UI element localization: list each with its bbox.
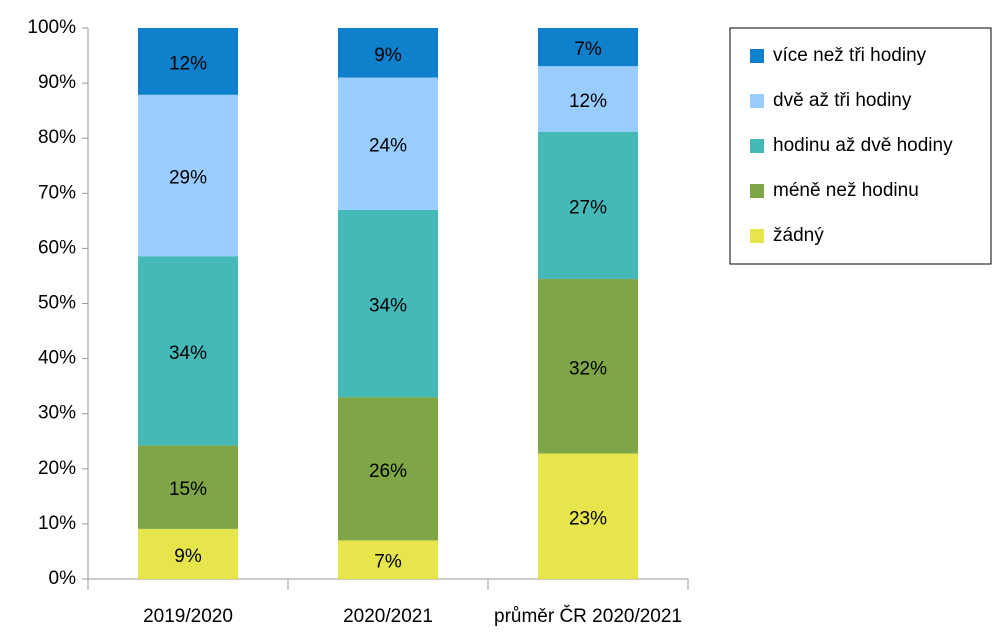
legend-box (729, 27, 992, 265)
x-tick-label: 2019/2020 (143, 606, 233, 627)
y-tick-label: 30% (38, 403, 76, 424)
bar-segment (538, 278, 638, 454)
data-label: 27% (569, 197, 607, 218)
y-tick-label: 40% (38, 348, 76, 369)
y-tick-label: 100% (27, 17, 76, 38)
bar-segment (538, 453, 638, 579)
data-label: 29% (169, 168, 207, 189)
bar-segment (338, 209, 438, 398)
bar-segment (338, 397, 438, 541)
data-label: 9% (174, 546, 202, 567)
data-label: 15% (169, 479, 207, 500)
data-label: 7% (374, 552, 402, 573)
legend-swatch (750, 139, 764, 153)
bar-segment (538, 28, 638, 67)
bar-segment (338, 77, 438, 210)
bar-segment (338, 540, 438, 579)
legend-swatch (750, 184, 764, 198)
x-tick-label: 2020/2021 (343, 606, 433, 627)
data-label: 12% (169, 53, 207, 74)
data-label: 24% (369, 136, 407, 157)
data-label: 26% (369, 461, 407, 482)
x-tick-label: průměr ČR 2020/2021 (494, 605, 682, 627)
legend-swatch (750, 229, 764, 243)
data-label: 34% (369, 296, 407, 317)
y-tick-label: 80% (38, 127, 76, 148)
legend-label: hodinu až dvě hodiny (773, 135, 953, 156)
bar-segment (138, 445, 238, 529)
bar-segment (338, 28, 438, 78)
legend-label: žádný (773, 225, 824, 246)
bar-segment (138, 94, 238, 257)
data-label: 12% (569, 91, 607, 112)
y-tick-label: 20% (38, 458, 76, 479)
y-tick-label: 0% (49, 568, 77, 589)
bar-segment (138, 28, 238, 95)
bar-segment (538, 131, 638, 279)
legend-label: méně než hodinu (773, 180, 919, 201)
legend-swatch (750, 94, 764, 108)
legend-label: dvě až tři hodiny (773, 90, 912, 111)
data-label: 34% (169, 343, 207, 364)
data-label: 32% (569, 358, 607, 379)
bar-segment (538, 66, 638, 132)
y-tick-label: 90% (38, 72, 76, 93)
y-tick-label: 60% (38, 237, 76, 258)
bar-segment (138, 528, 238, 579)
data-label: 7% (574, 39, 602, 60)
y-tick-label: 50% (38, 293, 76, 314)
legend-label: více než tři hodiny (773, 45, 927, 66)
data-label: 9% (374, 45, 402, 66)
bar-segment (138, 256, 238, 446)
y-tick-label: 10% (38, 513, 76, 534)
legend-swatch (750, 49, 764, 63)
data-label: 23% (569, 508, 607, 529)
y-tick-label: 70% (38, 182, 76, 203)
